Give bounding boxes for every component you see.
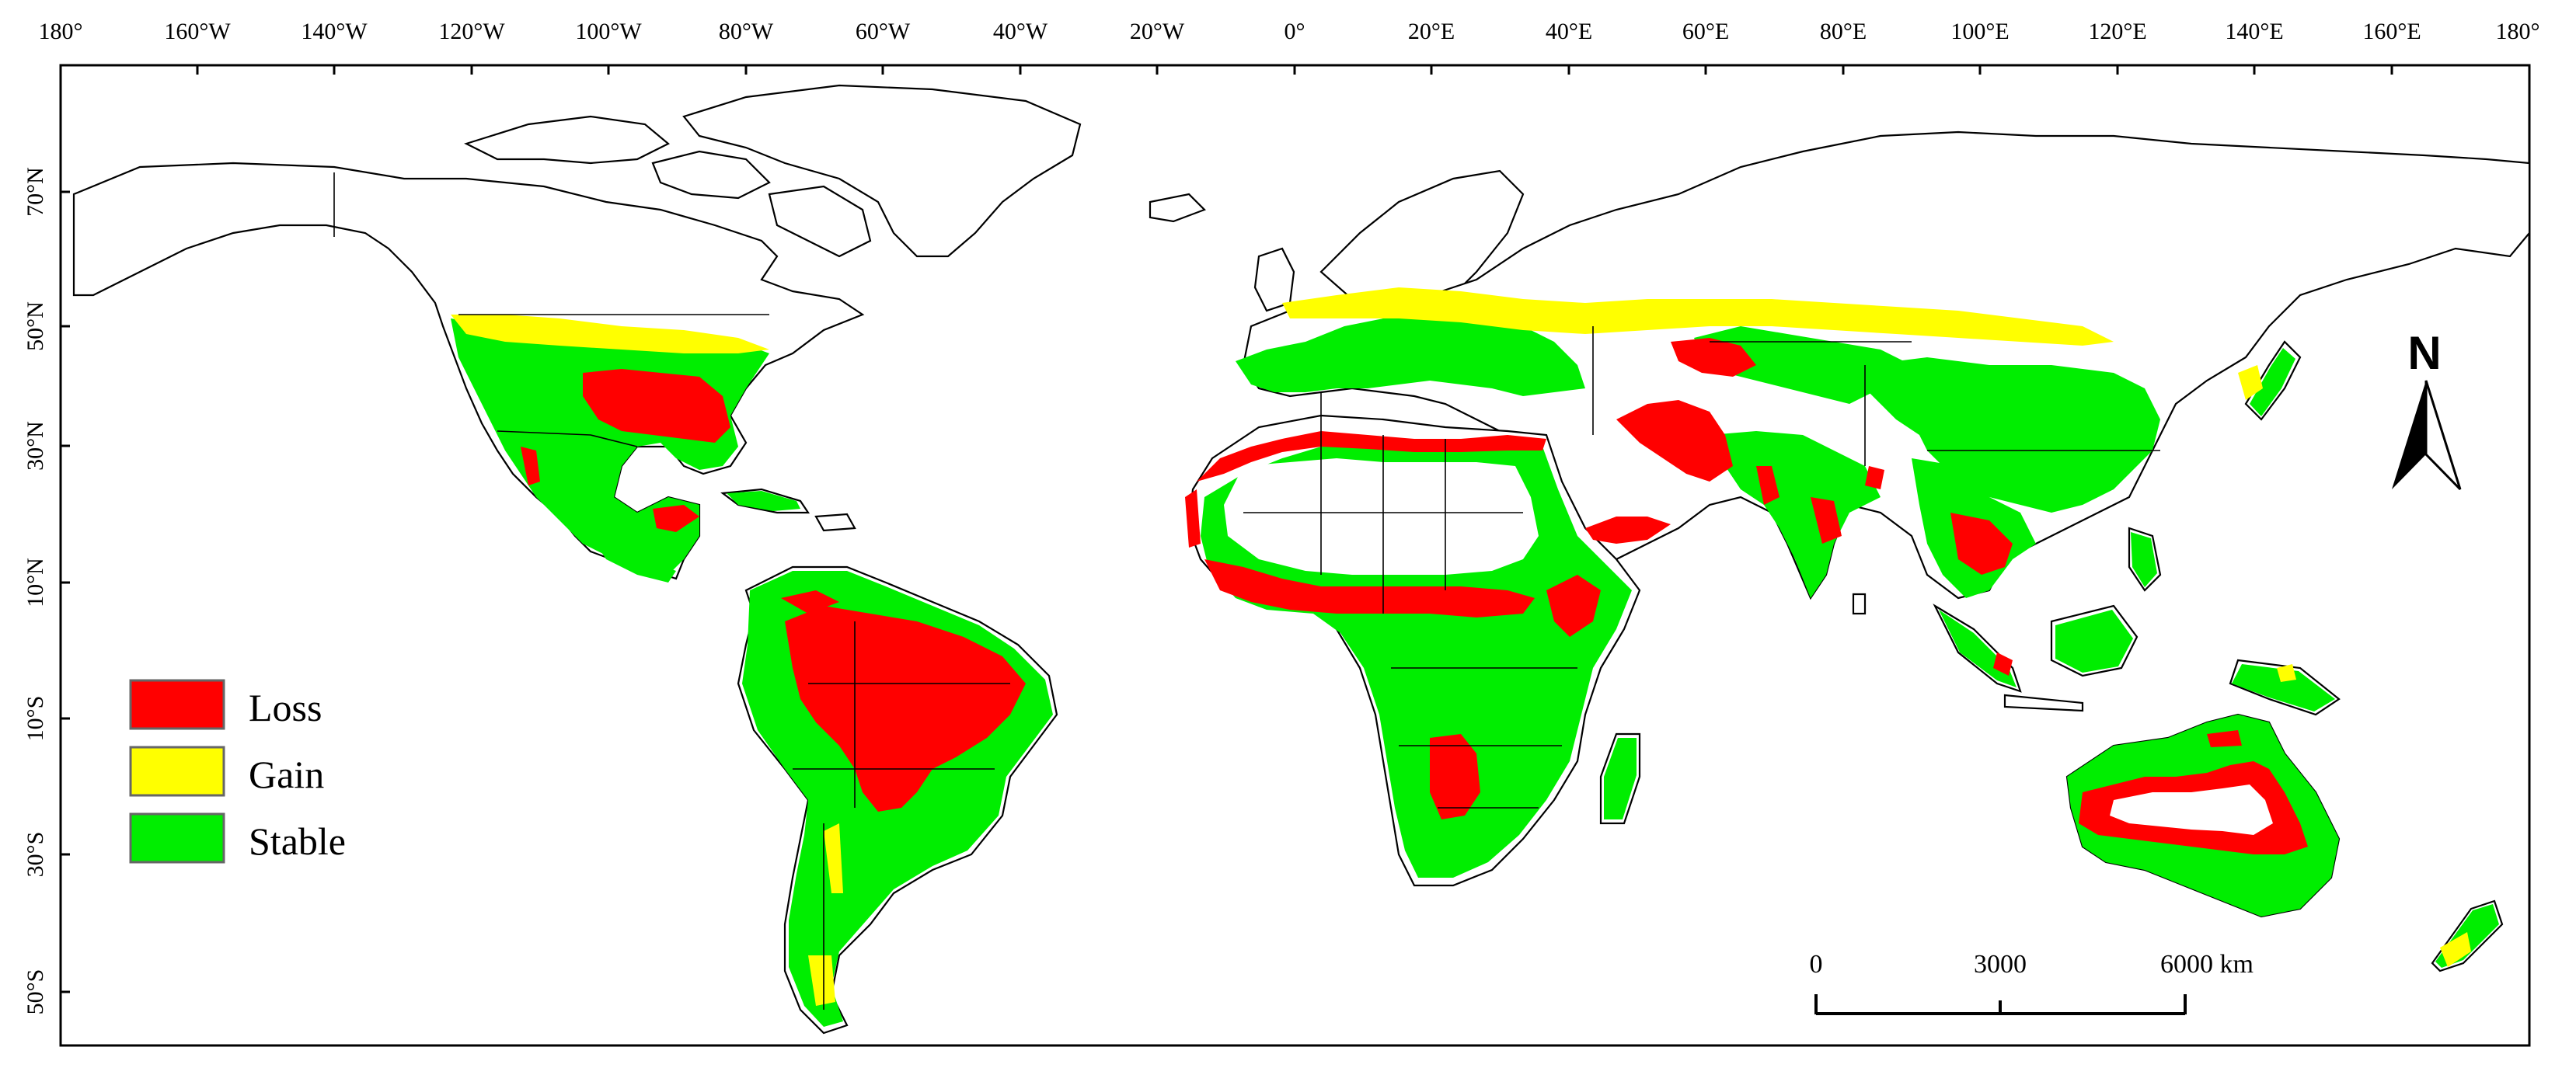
north-arrow-left-half — [2392, 381, 2426, 489]
north-label: N — [2407, 327, 2441, 379]
lon-label: 120°E — [2088, 19, 2146, 44]
lon-label: 140°E — [2225, 19, 2283, 44]
top-ticks — [59, 65, 2531, 75]
baffin-island — [768, 185, 872, 258]
lon-label: 60°W — [856, 19, 911, 44]
greenland — [682, 84, 1082, 258]
lon-label: 180° — [2496, 19, 2540, 44]
australia-interior — [2110, 784, 2273, 835]
lon-label: 0° — [1285, 19, 1305, 44]
scale-label-3000: 3000 — [1974, 950, 2027, 979]
lon-label: 40°W — [993, 19, 1048, 44]
legend-swatch-gain — [129, 746, 225, 797]
country-borders — [458, 314, 2160, 1010]
lat-label: 70°N — [23, 167, 48, 217]
lat-label: 10°S — [23, 696, 48, 742]
arctic-islands-west — [464, 115, 670, 165]
lon-label: 80°E — [1820, 19, 1867, 44]
arabia-interior — [1562, 443, 1671, 513]
arctic-islands-east — [651, 150, 771, 200]
legend-label-gain: Gain — [249, 753, 324, 796]
lon-label: 100°E — [1950, 19, 2009, 44]
legend: Loss Gain Stable — [129, 679, 346, 864]
lon-label: 20°E — [1408, 19, 1455, 44]
scale-bar: 0 3000 6000 km — [1810, 950, 2254, 1015]
gain-areas — [451, 287, 2471, 1006]
british-isles — [1253, 247, 1295, 312]
lat-label: 50°N — [23, 301, 48, 351]
lon-label: 100°W — [575, 19, 642, 44]
sahara-interior — [1224, 458, 1539, 575]
longitude-labels: 180° 160°W 140°W 120°W 100°W 80°W 60°W 4… — [39, 19, 2540, 44]
loss-areas — [521, 338, 2308, 854]
latitude-labels: 70°N 50°N 30°N 10°N 10°S 30°S 50°S — [23, 167, 48, 1014]
lat-label: 10°N — [23, 558, 48, 607]
lon-label: 80°W — [719, 19, 774, 44]
lon-label: 120°W — [438, 19, 505, 44]
sri-lanka — [1852, 593, 1867, 615]
north-arrow-right-half — [2424, 380, 2462, 491]
java — [2003, 694, 2084, 712]
left-ticks — [61, 190, 70, 993]
lon-label: 60°E — [1682, 19, 1729, 44]
legend-swatch-stable — [129, 812, 225, 864]
lat-label: 50°S — [23, 969, 48, 1015]
scale-label-6000: 6000 km — [2160, 950, 2254, 979]
legend-label-stable: Stable — [249, 819, 346, 863]
lon-label: 20°W — [1130, 19, 1185, 44]
legend-label-loss: Loss — [249, 686, 322, 729]
lon-label: 160°W — [164, 19, 231, 44]
lon-label: 160°E — [2362, 19, 2421, 44]
scale-label-0: 0 — [1810, 950, 1823, 979]
lat-label: 30°N — [23, 421, 48, 471]
lat-label: 30°S — [23, 832, 48, 878]
lon-label: 140°W — [301, 19, 368, 44]
lon-label: 40°E — [1546, 19, 1592, 44]
lon-label: 180° — [39, 19, 83, 44]
caribbean-hispaniola — [814, 513, 856, 532]
iceland — [1149, 193, 1206, 223]
north-arrow: N — [2392, 327, 2462, 491]
legend-swatch-loss — [129, 679, 225, 730]
